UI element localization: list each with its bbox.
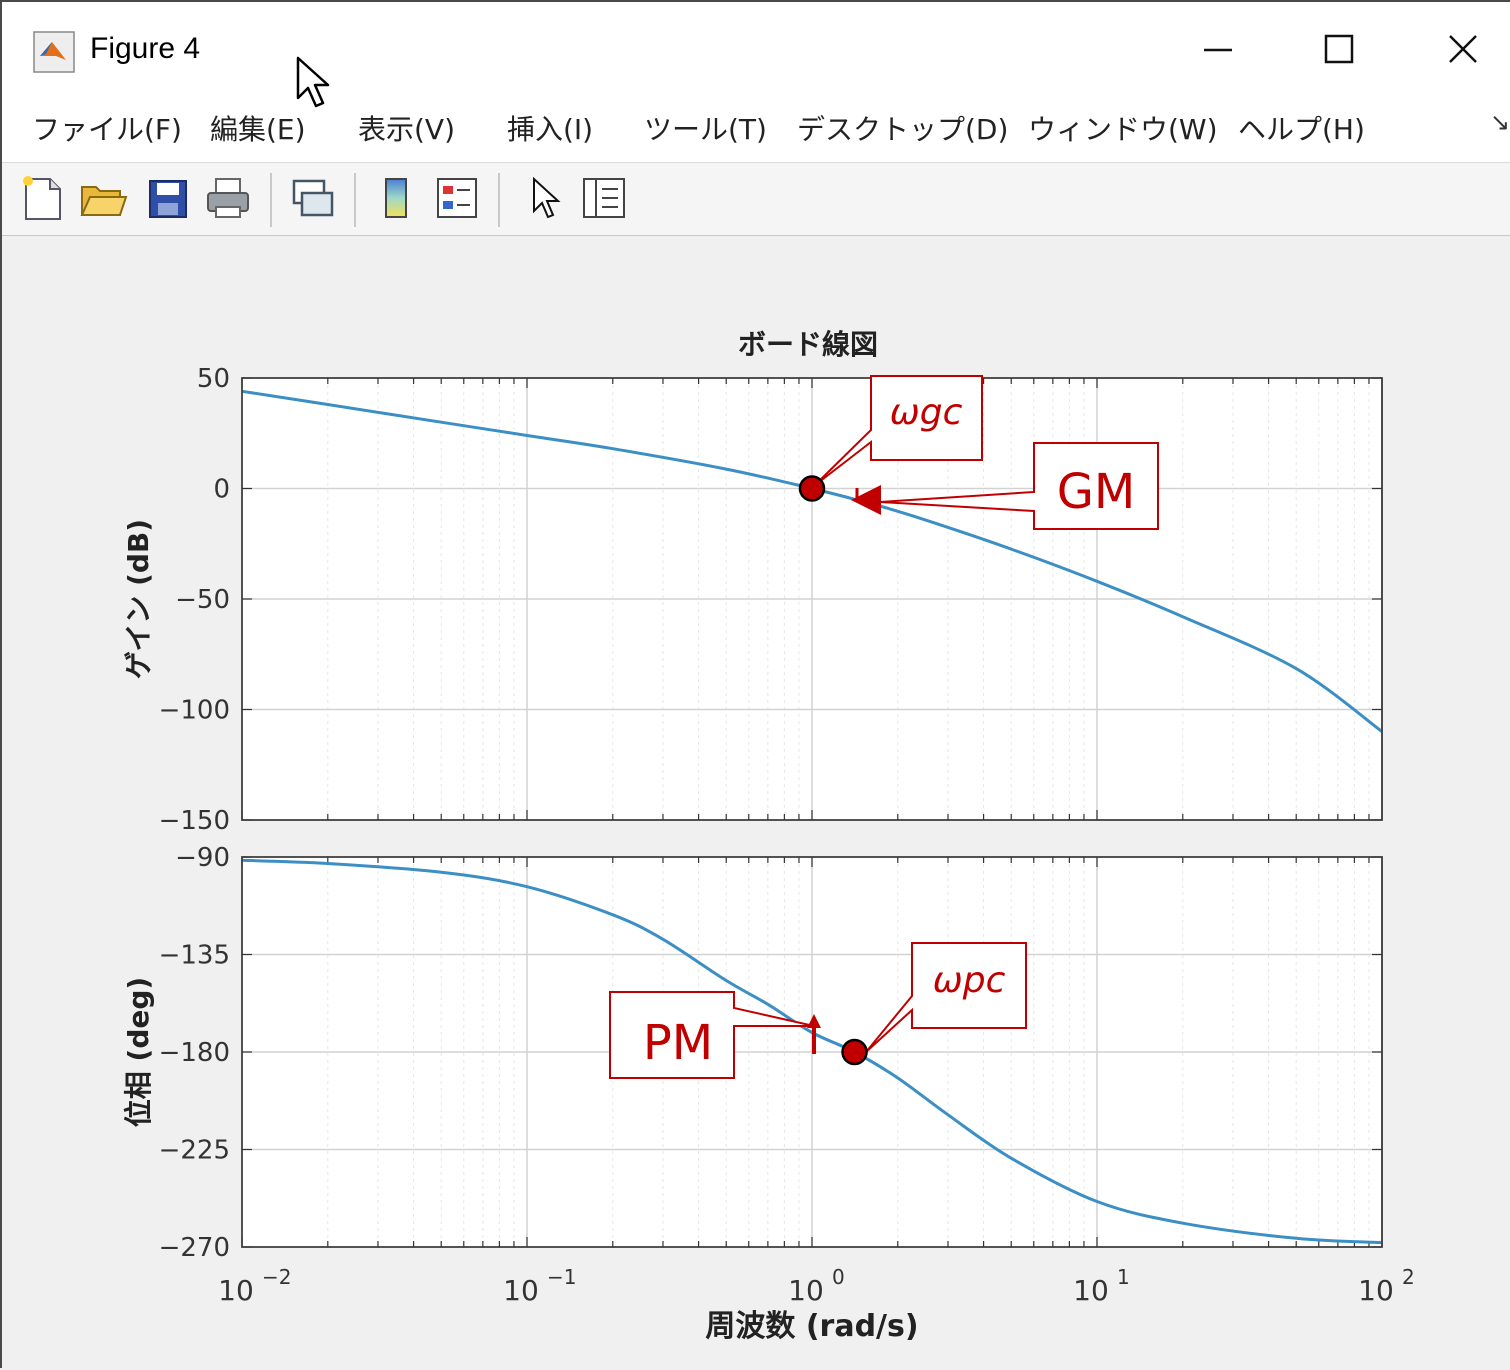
- x-tick-exponent: −1: [547, 1265, 576, 1289]
- print-icon[interactable]: [202, 171, 256, 225]
- gain-axes-frame: [241, 377, 1383, 821]
- menu-overflow-icon[interactable]: ↘: [1489, 108, 1510, 136]
- phase-ylabel: 位相 (deg): [122, 977, 155, 1127]
- x-tick-exponent: 1: [1117, 1265, 1130, 1289]
- gm-callout-box: [879, 442, 1159, 530]
- wpc-marker: [841, 1038, 868, 1066]
- link-icon[interactable]: [286, 171, 340, 225]
- pm-callout-box: [609, 991, 815, 1079]
- matlab-icon: [33, 31, 75, 73]
- x-tick-exponent: 0: [832, 1265, 845, 1289]
- phase-axes: −90 −135 −180 −225 −270: [159, 843, 1383, 1263]
- maximize-icon: [1324, 34, 1354, 64]
- close-icon: [1449, 35, 1477, 63]
- gain-ylabel: ゲイン (dB): [122, 519, 155, 679]
- open-file-icon[interactable]: [76, 171, 130, 225]
- gain-y-tick-label: −150: [159, 806, 230, 836]
- phase-y-tick-label: −225: [159, 1136, 230, 1166]
- x-tick-label: 10: [218, 1274, 254, 1307]
- phase-ticks: −90 −135 −180 −225 −270: [159, 843, 1382, 1263]
- x-tick-exponent: −2: [262, 1265, 291, 1289]
- phase-axes-frame: [241, 856, 1383, 1248]
- toolbar-separator: [270, 173, 272, 227]
- gain-y-tick-label: −50: [175, 585, 230, 615]
- wgc-marker: [798, 475, 826, 502]
- save-icon[interactable]: [142, 171, 196, 225]
- gain-y-tick-label: 0: [213, 475, 230, 505]
- menu-file[interactable]: ファイル(F): [32, 113, 182, 146]
- property-editor-icon[interactable]: [578, 171, 632, 225]
- phase-y-tick-label: −180: [159, 1038, 230, 1068]
- phase-y-tick-label: −270: [159, 1233, 230, 1263]
- close-button[interactable]: [1428, 22, 1498, 78]
- xlabel: 周波数 (rad/s): [705, 1309, 918, 1344]
- menu-help[interactable]: ヘルプ(H): [1238, 113, 1365, 146]
- wpc-label: ωpc: [933, 960, 1006, 1001]
- menu-edit[interactable]: 編集(E): [210, 113, 306, 146]
- wgc-label: ωgc: [890, 392, 963, 433]
- menu-tools[interactable]: ツール(T): [644, 113, 767, 146]
- toolbar-separator: [354, 173, 356, 227]
- legend-icon[interactable]: [430, 171, 484, 225]
- toolbar: [2, 163, 1510, 236]
- gain-y-tick-label: 50: [197, 364, 230, 394]
- pm-label: PM: [643, 1015, 713, 1071]
- phase-y-tick-label: −90: [175, 843, 230, 873]
- minimize-button[interactable]: [1182, 22, 1252, 78]
- chart-title: ボード線図: [738, 328, 878, 361]
- wpc-callout-box: [865, 942, 1027, 1053]
- x-tick-labels: 10 −2 10 −1 10 0 10 1 10 2: [218, 1265, 1415, 1307]
- annotations: ωgc GM ωpc PM: [609, 375, 1159, 1079]
- x-tick-label: 10: [1073, 1274, 1109, 1307]
- window-title: Figure 4: [90, 32, 201, 65]
- x-tick-label: 10: [788, 1274, 824, 1307]
- new-figure-icon[interactable]: [16, 171, 70, 225]
- x-tick-label: 10: [503, 1274, 539, 1307]
- gain-y-tick-label: −100: [159, 696, 230, 726]
- pm-arrow-head: [807, 1014, 821, 1028]
- menu-desktop[interactable]: デスクトップ(D): [797, 113, 1009, 146]
- menu-window[interactable]: ウィンドウ(W): [1028, 113, 1218, 146]
- menu-insert[interactable]: 挿入(I): [507, 113, 594, 146]
- maximize-button[interactable]: [1304, 22, 1374, 78]
- x-tick-label: 10: [1358, 1274, 1394, 1307]
- pointer-icon[interactable]: [518, 171, 572, 225]
- gain-axes: 50 0 −50 −100 −150: [159, 364, 1383, 836]
- colorbar-icon[interactable]: [370, 171, 424, 225]
- phase-y-tick-label: −135: [159, 941, 230, 971]
- toolbar-separator: [498, 173, 500, 227]
- menu-bar: ファイル(F) 編集(E) 表示(V) 挿入(I) ツール(T) デスクトップ(…: [2, 92, 1510, 163]
- wgc-callout-box: [813, 375, 983, 487]
- mouse-cursor-icon: [296, 56, 330, 108]
- x-tick-exponent: 2: [1402, 1265, 1415, 1289]
- menu-view[interactable]: 表示(V): [358, 113, 456, 146]
- title-bar[interactable]: Figure 4: [2, 2, 1510, 92]
- gm-label: GM: [1057, 464, 1136, 520]
